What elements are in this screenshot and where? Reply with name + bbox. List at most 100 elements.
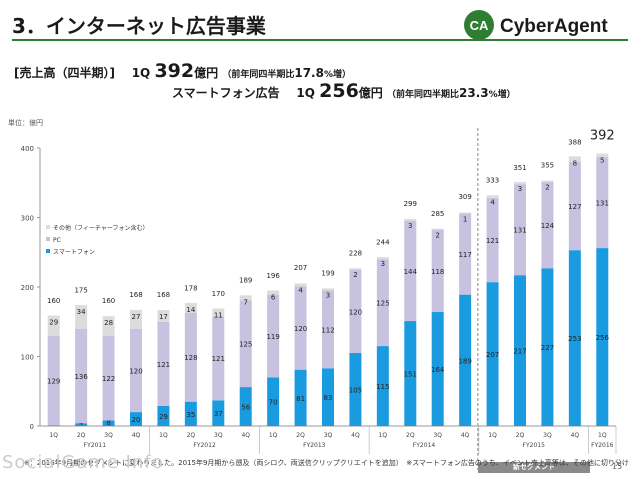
total-label: 207 xyxy=(294,264,307,272)
x-tick-label: 4Q xyxy=(461,432,470,439)
x-tick-label: 1Q xyxy=(488,432,497,439)
y-tick-label: 200 xyxy=(21,284,34,292)
unit-label: 単位：億円 xyxy=(8,119,43,127)
legend-swatch xyxy=(46,225,50,229)
bar-segment-other xyxy=(349,268,362,270)
y-tick-label: 400 xyxy=(21,145,34,153)
y-tick-label: 300 xyxy=(21,215,34,223)
data-label: 121 xyxy=(212,355,225,363)
bar-segment-smartphone xyxy=(541,268,554,426)
x-tick-label: 3Q xyxy=(214,432,223,439)
fiscal-year-label: FY2011 xyxy=(84,442,107,449)
data-label: 2 xyxy=(353,271,357,279)
bar-segment-smartphone xyxy=(376,346,389,426)
bar-segment-other xyxy=(486,195,499,199)
x-tick-label: 1Q xyxy=(598,432,607,439)
bar-segment-smartphone xyxy=(459,294,472,426)
page-number: 15 xyxy=(612,462,623,471)
bar-segment-other xyxy=(47,315,60,336)
summary-growth-prefix: （前年同四半期比 xyxy=(222,70,295,80)
summary-sp-quarter: 1Q xyxy=(296,86,315,100)
total-label: 351 xyxy=(513,164,526,172)
data-label: 129 xyxy=(47,377,60,385)
data-label: 29 xyxy=(49,318,58,326)
bar-segment-smartphone xyxy=(596,248,609,426)
bar-segment-pc xyxy=(514,184,526,276)
bar-segment-pc xyxy=(459,213,472,295)
bar-segment-other xyxy=(102,316,115,336)
footnote: ※：2016年9月期のセグメントに変わりました。2015年9月期から遡及（両シロ… xyxy=(24,459,629,467)
y-tick-label: 0 xyxy=(30,423,34,431)
data-label: 35 xyxy=(186,411,195,419)
summary-label: [売上高（四半期）] xyxy=(14,66,115,80)
x-tick-label: 4Q xyxy=(132,432,141,439)
bar-segment-smartphone xyxy=(102,420,115,426)
bar-segment-other xyxy=(294,283,307,287)
bar-segment-smartphone xyxy=(486,282,499,426)
bar-segment-pc xyxy=(568,161,581,251)
bar-segment-smartphone xyxy=(184,401,197,426)
summary-sp-growth-suffix: %増） xyxy=(488,90,516,100)
total-label: 333 xyxy=(486,177,499,185)
total-label: 168 xyxy=(129,291,142,299)
data-label: 217 xyxy=(513,348,526,356)
logo-mark-text: CA xyxy=(470,18,489,33)
x-tick-label: 1Q xyxy=(269,432,278,439)
bar-segment-other xyxy=(459,212,472,214)
data-label: 29 xyxy=(159,413,168,421)
bar-segment-other xyxy=(514,182,526,185)
data-label: 127 xyxy=(568,203,581,211)
total-label: 170 xyxy=(212,290,225,298)
data-label: 122 xyxy=(102,375,115,383)
x-tick-label: 2Q xyxy=(296,432,305,439)
x-tick-label: 4Q xyxy=(351,432,360,439)
bar-segment-smartphone xyxy=(349,353,362,426)
data-label: 112 xyxy=(321,326,334,334)
bar-segment-other xyxy=(212,308,225,317)
summary-sp-value: 256 xyxy=(319,80,359,102)
bar-segment-pc xyxy=(349,269,362,354)
bar-segment-smartphone xyxy=(239,387,252,426)
x-tick-label: 2Q xyxy=(77,432,86,439)
data-label: 27 xyxy=(132,313,141,321)
bar-segment-smartphone xyxy=(404,321,417,426)
x-tick-label: 1Q xyxy=(49,432,58,439)
logo-wordmark: CyberAgent xyxy=(500,16,608,37)
data-label: 128 xyxy=(184,354,197,362)
data-label: 119 xyxy=(266,333,279,341)
bar-segment-other xyxy=(541,180,554,183)
bar-segment-smartphone xyxy=(267,377,280,426)
data-label: 11 xyxy=(214,312,223,320)
total-label: 175 xyxy=(74,286,87,294)
data-label: 2 xyxy=(435,232,439,240)
total-label: 199 xyxy=(321,270,334,278)
bar-segment-other xyxy=(322,288,334,291)
data-label: 121 xyxy=(486,237,499,245)
total-label: 299 xyxy=(404,200,417,208)
bar-segment-other xyxy=(596,153,609,158)
data-label: 121 xyxy=(157,361,170,369)
fiscal-year-label: FY2013 xyxy=(303,442,326,449)
data-label: 8 xyxy=(573,159,577,167)
new-segment-label: 新セグメント xyxy=(478,462,590,473)
data-label: 189 xyxy=(458,357,471,365)
total-label: 388 xyxy=(568,138,581,146)
data-label: 1 xyxy=(463,216,467,224)
x-tick-label: 2Q xyxy=(187,432,196,439)
total-label: 309 xyxy=(458,193,471,201)
bar-segment-other xyxy=(568,156,581,162)
x-tick-label: 3Q xyxy=(543,432,552,439)
total-label: 178 xyxy=(184,284,197,292)
x-tick-label: 1Q xyxy=(379,432,388,439)
data-label: 34 xyxy=(77,308,86,316)
data-label: 3 xyxy=(381,260,385,268)
data-label: 151 xyxy=(404,371,417,379)
bar-segment-smartphone xyxy=(294,369,307,426)
data-label: 125 xyxy=(239,341,252,349)
total-label: 228 xyxy=(349,250,362,258)
bar-segment-other xyxy=(239,295,252,301)
total-label: 160 xyxy=(102,297,115,305)
total-label: 244 xyxy=(376,238,390,246)
data-label: 136 xyxy=(74,373,88,381)
data-label: 118 xyxy=(431,268,444,276)
